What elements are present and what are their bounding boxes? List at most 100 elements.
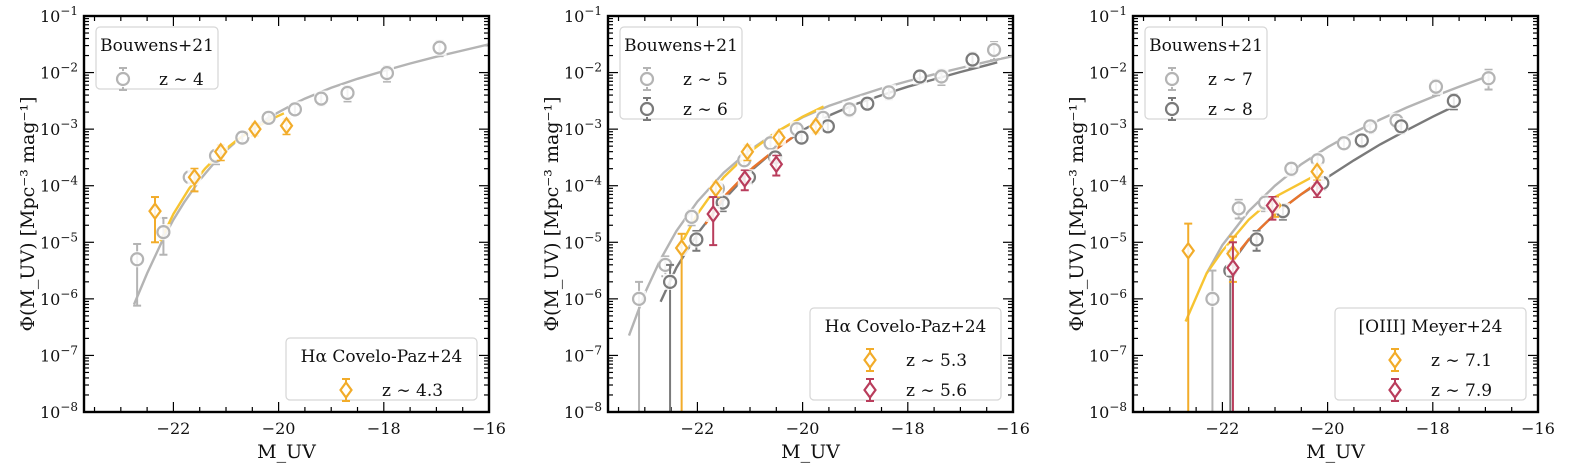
circle-marker [1336, 136, 1352, 151]
panel-3: −22 −20 −18 −16 10−1 10−2 10−3 10−4 10−5 10−6 10−7… [1066, 4, 1555, 463]
circle-marker [794, 130, 809, 145]
y-tick-label: 10−8 [1089, 400, 1127, 422]
y-tick-label: 10−7 [1089, 343, 1127, 365]
data-point [658, 255, 673, 278]
legend-box [285, 337, 478, 401]
data-point [314, 90, 329, 107]
x-tick-label: −16 [472, 419, 506, 438]
y-tick-label: 10−5 [564, 230, 602, 252]
data-point [279, 116, 294, 136]
axes-frame [82, 14, 491, 414]
data-point [1428, 78, 1444, 97]
circle-marker [287, 102, 303, 117]
fit-curve [159, 112, 285, 242]
legend-label: z ∼ 7.9 [1431, 381, 1492, 401]
x-tick-label: −18 [1416, 419, 1450, 438]
legend-box [809, 307, 1002, 401]
diamond-marker [1265, 196, 1280, 215]
x-tick-label: −16 [996, 419, 1030, 438]
legend-marker-icon [639, 101, 655, 117]
data-point [148, 196, 163, 244]
data-point [1354, 132, 1369, 149]
legend-title: Bouwens+21 [100, 36, 214, 56]
data-point [261, 109, 276, 126]
x-axis-label: M_UV [1306, 441, 1365, 463]
circle-marker [261, 110, 276, 125]
diamond-marker [706, 204, 721, 224]
y-tick-label: 10−1 [564, 4, 602, 26]
circle-marker [1354, 133, 1369, 148]
data-point [1225, 241, 1240, 412]
diamond-marker [187, 167, 202, 187]
legend-bottom-right: Hα Covelo-Paz+24 z ∼ 5.3 z ∼ 5.6 [809, 307, 1002, 402]
data-point [986, 41, 1002, 62]
legend-box [619, 26, 743, 120]
circle-marker [912, 69, 928, 84]
circle-marker [934, 69, 949, 84]
circle-marker [379, 66, 395, 81]
circle-marker [130, 252, 145, 267]
legend-top-left: Bouwens+21 z ∼ 5 z ∼ 6 [619, 26, 743, 121]
circle-marker [1428, 79, 1444, 94]
data-point [187, 167, 202, 193]
axes-frame [1131, 14, 1540, 414]
data-point [1284, 160, 1299, 177]
legend-label: z ∼ 7.1 [1431, 351, 1492, 371]
y-tick-label: 10−7 [564, 343, 602, 365]
y-axis-label: Φ(M_UV) [Mpc⁻³ mag⁻¹] [1066, 96, 1088, 331]
data-point [820, 118, 835, 135]
legend-top-left: Bouwens+21 z ∼ 4 [95, 26, 219, 91]
plot-area [1181, 68, 1496, 412]
diamond-marker [1181, 241, 1196, 261]
y-tick-label: 10−6 [564, 287, 602, 309]
data-point [706, 196, 721, 247]
x-tick-label: −22 [1206, 419, 1240, 438]
data-point [1249, 229, 1264, 252]
circle-marker [1284, 161, 1299, 176]
diamond-marker [769, 154, 784, 174]
y-tick-label: 10−1 [1089, 4, 1127, 26]
data-point [860, 95, 875, 112]
data-point [912, 68, 928, 85]
data-point [769, 154, 784, 177]
legend-box [1334, 307, 1527, 401]
data-point [130, 242, 145, 307]
data-point [965, 51, 980, 70]
y-tick-label: 10−3 [40, 117, 78, 139]
legend-label: z ∼ 7 [1208, 70, 1253, 90]
y-axis-label: Φ(M_UV) [Mpc⁻³ mag⁻¹] [17, 96, 39, 331]
data-point [1310, 162, 1325, 182]
data-point [708, 179, 723, 199]
data-point [1363, 118, 1378, 135]
data-point [1231, 198, 1246, 220]
diamond-marker [674, 238, 689, 258]
legend-bottom-right: Hα Covelo-Paz+24 z ∼ 4.3 [285, 337, 478, 402]
data-point [631, 280, 647, 412]
y-tick-label: 10−4 [564, 174, 602, 196]
diamond-marker [1226, 258, 1240, 278]
x-tick-label: −16 [1521, 419, 1555, 438]
data-point [881, 84, 896, 101]
data-point [794, 129, 809, 146]
circle-marker [340, 85, 355, 101]
panel-2: −22 −20 −18 −16 10−1 10−2 10−3 10−4 10−5 10−6 10−7… [541, 4, 1030, 463]
diamond-marker [213, 142, 228, 162]
legend-label: z ∼ 5.6 [906, 381, 967, 401]
y-tick-label: 10−2 [564, 61, 602, 83]
diamond-marker [772, 128, 786, 147]
legend-marker-icon [1388, 380, 1402, 400]
legend-marker-icon [339, 380, 353, 400]
circle-marker [1394, 119, 1409, 134]
y-tick-label: 10−8 [564, 400, 602, 422]
data-point [934, 68, 949, 87]
legend-marker-icon [863, 350, 877, 370]
data-point [1394, 118, 1409, 135]
legend-title: [OIII] Meyer+24 [1359, 317, 1503, 337]
y-tick-label: 10−8 [40, 400, 78, 422]
legend-marker-icon [115, 71, 131, 87]
x-tick-label: −20 [262, 419, 296, 438]
legend-marker-icon [863, 380, 877, 400]
y-tick-label: 10−2 [40, 61, 78, 83]
circle-marker [881, 85, 896, 100]
